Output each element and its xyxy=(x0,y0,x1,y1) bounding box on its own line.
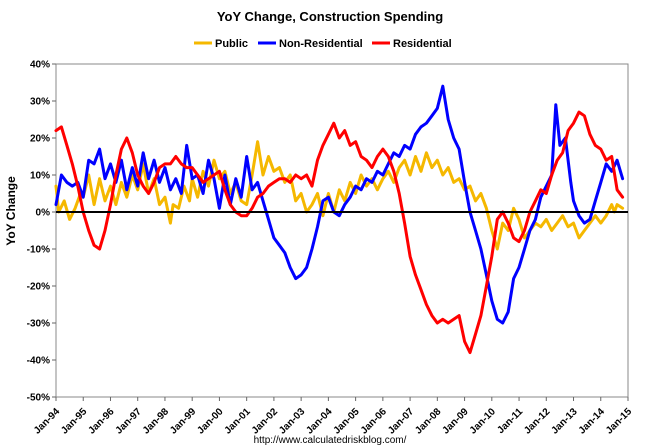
legend-label-residential: Residential xyxy=(393,38,452,50)
legend: Public Non-Residential Residential xyxy=(194,38,452,50)
y-tick-label: 10% xyxy=(30,171,50,182)
x-tick-label: Jan-06 xyxy=(359,406,389,436)
legend-item-residential: Residential xyxy=(372,38,452,50)
x-tick-label: Jan-09 xyxy=(441,406,471,436)
legend-label-public: Public xyxy=(215,38,248,50)
series-line-non-residential xyxy=(54,84,625,325)
axes: 40% 30% 20% 10% 0% -10% -20% -30% -40% -50% Jan-94… xyxy=(27,60,635,437)
chart-title: YoY Change, Construction Spending xyxy=(217,9,443,24)
legend-item-non-residential: Non-Residential xyxy=(258,38,363,50)
y-axis-title: YoY Change xyxy=(4,176,18,246)
x-tick-label: Jan-14 xyxy=(577,406,607,436)
x-tick-label: Jan-00 xyxy=(195,406,225,436)
y-tick-label: 40% xyxy=(30,60,50,71)
x-tick-label: Jan-11 xyxy=(495,406,525,436)
x-tick-label: Jan-96 xyxy=(86,406,116,436)
legend-label-non-residential: Non-Residential xyxy=(279,38,363,50)
y-tick-label: -10% xyxy=(27,245,50,256)
x-tick-label: Jan-10 xyxy=(468,406,498,436)
x-tick-label: Jan-05 xyxy=(332,406,362,436)
x-tick-label: Jan-03 xyxy=(277,406,307,436)
plot-area xyxy=(55,63,629,398)
y-tick-label: 0% xyxy=(36,208,51,219)
y-tick-label: 20% xyxy=(30,134,50,145)
x-tick-label: Jan-01 xyxy=(223,406,253,436)
y-tick-label: 30% xyxy=(30,97,50,108)
x-tick-label: Jan-99 xyxy=(168,406,198,436)
series-layer xyxy=(54,84,625,355)
source-url: http://www.calculatedriskblog.com/ xyxy=(254,435,407,446)
x-tick-label: Jan-07 xyxy=(386,406,416,436)
x-tick-label: Jan-12 xyxy=(522,406,552,436)
y-tick-label: -20% xyxy=(27,282,50,293)
y-tick-label: -50% xyxy=(27,393,50,404)
x-tick-label: Jan-04 xyxy=(304,406,334,436)
x-tick-label: Jan-15 xyxy=(604,406,634,436)
legend-item-public: Public xyxy=(194,38,248,50)
x-tick-label: Jan-94 xyxy=(32,406,62,436)
x-tick-label: Jan-02 xyxy=(250,406,280,436)
x-tick-label: Jan-13 xyxy=(549,406,579,436)
x-tick-label: Jan-97 xyxy=(114,406,144,436)
x-tick-label: Jan-95 xyxy=(59,406,89,436)
x-tick-label: Jan-08 xyxy=(413,406,443,436)
y-tick-label: -30% xyxy=(27,319,50,330)
series-line-residential xyxy=(54,110,625,355)
y-tick-label: -40% xyxy=(27,356,50,367)
x-tick-label: Jan-98 xyxy=(141,406,171,436)
